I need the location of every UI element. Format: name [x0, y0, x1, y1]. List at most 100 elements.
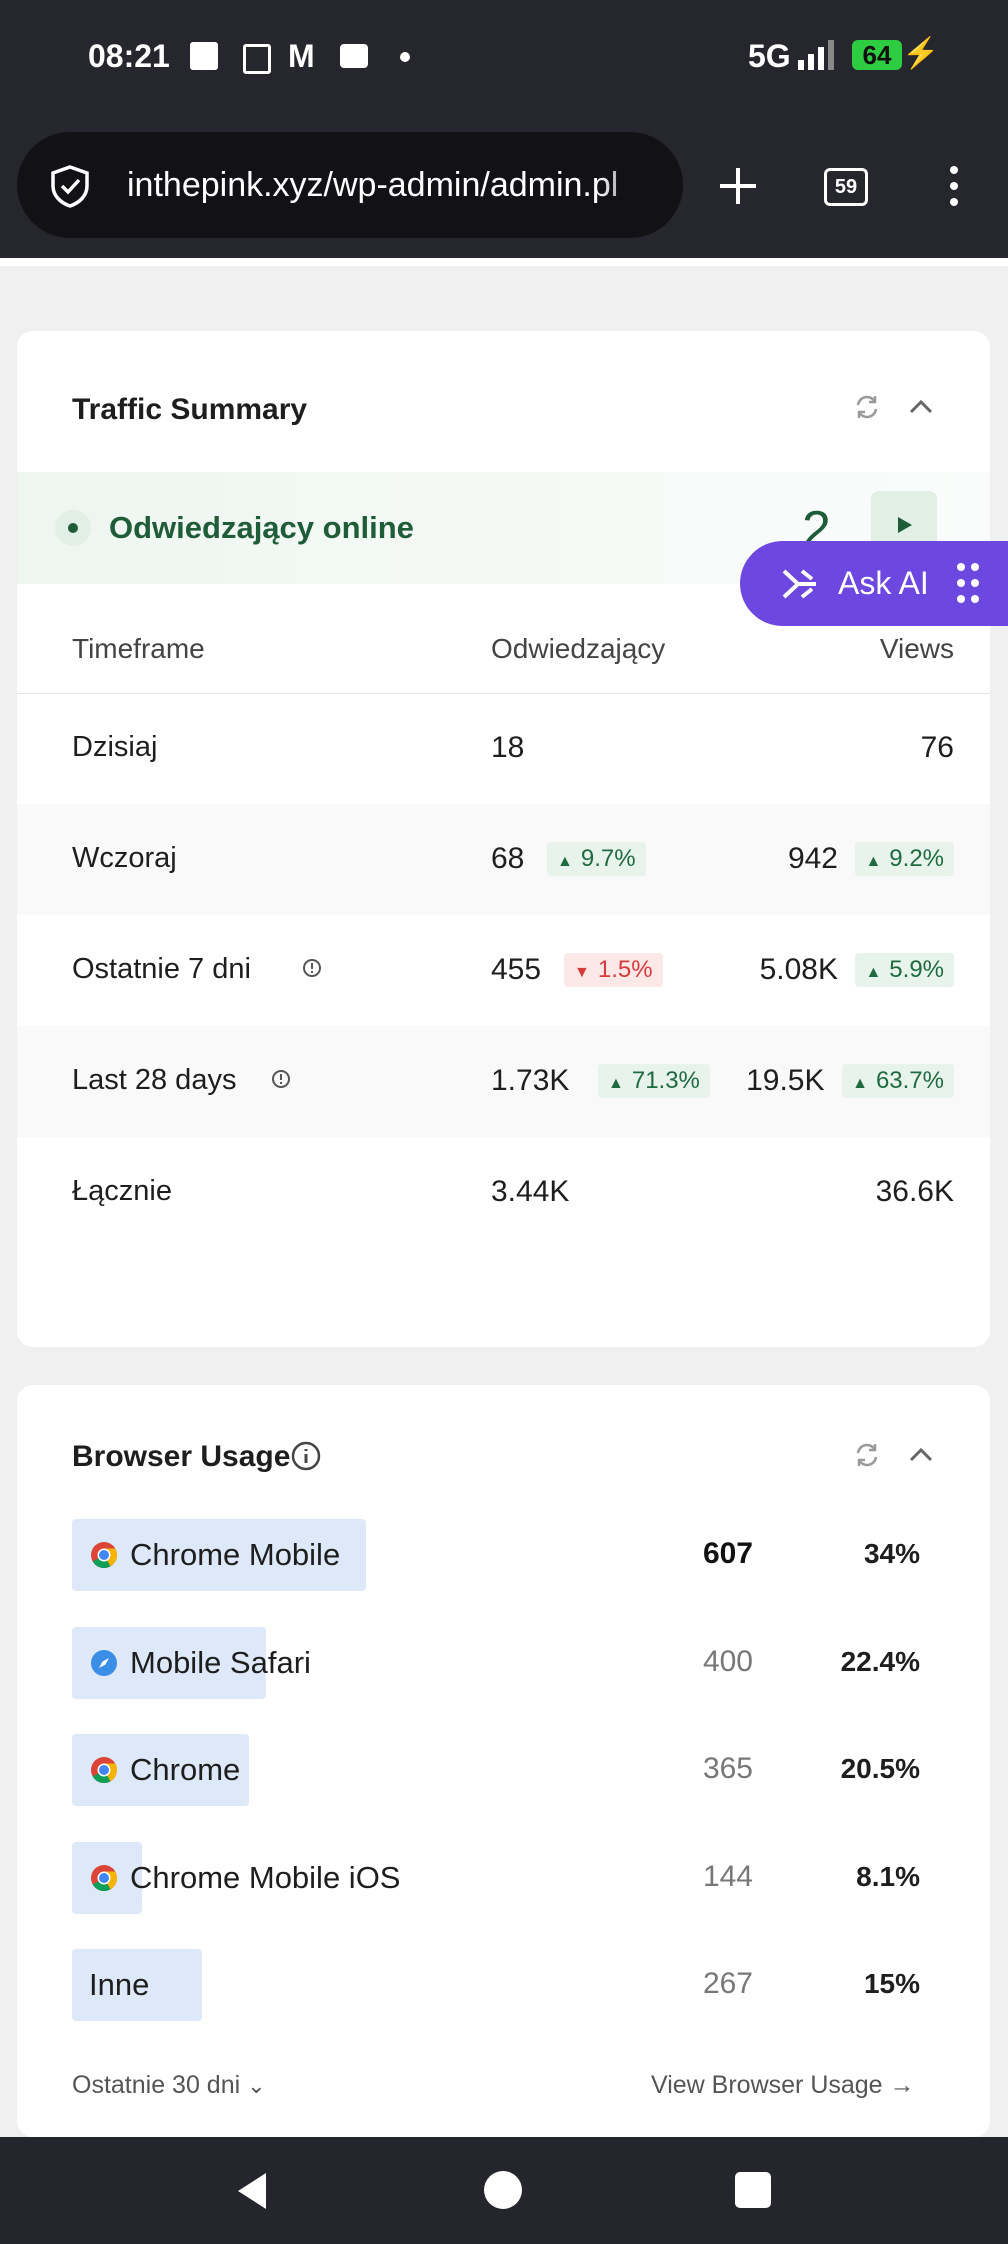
- page-top: [0, 258, 1008, 266]
- refresh-button[interactable]: [853, 393, 881, 421]
- ask-ai-label: Ask AI: [838, 565, 929, 601]
- share-bar: [72, 1519, 366, 1591]
- change-arrow: ▼: [574, 964, 590, 981]
- row-label: Last 28 days: [72, 1064, 290, 1097]
- chrome-icon: [91, 1757, 118, 1784]
- drag-handle[interactable]: [956, 561, 982, 605]
- visitors-value: 18: [491, 731, 525, 764]
- change-badge: ▼ 1.5%: [564, 953, 663, 987]
- refresh-button[interactable]: [853, 1441, 881, 1469]
- share-percent: 15%: [863, 1968, 920, 1999]
- change-value: 9.7%: [580, 845, 636, 872]
- change-arrow: ▲: [865, 853, 882, 870]
- visitors-value: 1.73K: [491, 1064, 570, 1097]
- menu-button[interactable]: [944, 164, 964, 208]
- play-icon: [898, 517, 912, 533]
- browser-chrome: 08:21 M 5G 64 ⚡ inthepink.xyz/wp-admin/a…: [0, 0, 1008, 258]
- url: inthepink.xyz/wp-admin/admin.pl: [127, 166, 619, 204]
- table-row: Wczoraj 68 ▲ 9.7% ▲ 9.2% 942: [17, 804, 990, 915]
- dot: [400, 52, 410, 62]
- period-label: Ostatnie 30 dni: [72, 2071, 241, 2099]
- online-dot: [68, 523, 78, 533]
- change-arrow: ▲: [865, 964, 882, 981]
- notification-icon: [243, 44, 271, 74]
- change-badge: ▲ 9.2%: [855, 842, 954, 876]
- change-badge: ▲ 63.7%: [842, 1064, 954, 1098]
- ask-ai-button[interactable]: Ask AI: [740, 541, 1008, 626]
- info-icon[interactable]: [301, 957, 323, 979]
- change-value: 9.2%: [889, 845, 944, 872]
- network: 5G: [748, 38, 791, 74]
- views-value: 36.6K: [875, 1175, 954, 1208]
- views-value: 76: [920, 731, 954, 764]
- change-badge: ▲ 5.9%: [855, 953, 954, 987]
- traffic-summary-card: Traffic Summary Odwiedzający online 2 Ti…: [17, 331, 990, 1347]
- visitors-value: 3.44K: [491, 1175, 570, 1208]
- visit-count: 365: [702, 1752, 753, 1785]
- column-header: Views: [879, 633, 954, 664]
- back-button[interactable]: [234, 2171, 270, 2211]
- notification-icon: M: [288, 38, 315, 74]
- change-badge: ▲ 71.3%: [598, 1064, 710, 1098]
- change-badge: ▲ 9.7%: [547, 842, 646, 876]
- change-value: 71.3%: [631, 1067, 700, 1094]
- signal-icon: [798, 40, 834, 70]
- column-header: Odwiedzający: [491, 633, 666, 664]
- visitors-value: 68: [491, 842, 525, 875]
- views-value: 19.5K: [746, 1064, 825, 1097]
- change-arrow: ▲: [852, 1075, 868, 1092]
- share-percent: 20.5%: [840, 1753, 920, 1784]
- visit-count: 144: [702, 1859, 753, 1893]
- collapse-button[interactable]: [907, 1443, 935, 1467]
- browser-name: Chrome Mobile iOS: [130, 1859, 401, 1895]
- card-title: Traffic Summary: [72, 393, 308, 426]
- row-label: Łącznie: [72, 1175, 172, 1207]
- change-arrow: ▲: [557, 853, 573, 870]
- column-header: Timeframe: [72, 633, 205, 664]
- online-label: Odwiedzający online: [109, 510, 414, 545]
- browser-name: Chrome Mobile: [130, 1537, 341, 1572]
- header-divider: [17, 693, 990, 694]
- battery: 64: [852, 40, 902, 70]
- view-link[interactable]: View Browser Usage →: [651, 2071, 915, 2099]
- browser-name: Inne: [89, 1967, 150, 2002]
- url-bar[interactable]: inthepink.xyz/wp-admin/admin.pl: [17, 132, 683, 238]
- link-label: View Browser Usage: [651, 2071, 883, 2099]
- recents-button[interactable]: [735, 2172, 771, 2208]
- share-percent: 22.4%: [840, 1645, 920, 1677]
- table-row: Dzisiaj 18 76: [17, 693, 990, 804]
- info-icon[interactable]: [270, 1068, 292, 1090]
- notification-icon: [340, 44, 368, 68]
- share-bar: [72, 1949, 202, 2021]
- share-percent: 34%: [863, 1538, 920, 1569]
- views-value: 5.08K: [759, 953, 838, 986]
- collapse-button[interactable]: [907, 395, 935, 419]
- notification-icon: [190, 42, 218, 70]
- online-row: Odwiedzający online 2: [17, 472, 990, 584]
- ai-icon: [782, 569, 816, 599]
- row-label: Wczoraj: [72, 842, 177, 874]
- row-label: Ostatnie 7 dni: [72, 953, 321, 986]
- new-tab-button[interactable]: [716, 164, 760, 208]
- table-row: Ostatnie 7 dni 455 ▼ 1.5% ▲ 5.9% 5.08K: [17, 915, 990, 1026]
- visit-count: 267: [702, 1967, 753, 2000]
- chevron: ⌄: [247, 2073, 266, 2098]
- card-title: Browser Usage: [72, 1440, 291, 1473]
- period-select[interactable]: Ostatnie 30 dni ⌄: [72, 2071, 266, 2100]
- change-arrow: ▲: [608, 1075, 624, 1092]
- safari-icon: [91, 1649, 117, 1676]
- table-row: Last 28 days 1.73K ▲ 71.3% ▲ 63.7% 19.5K: [17, 1026, 990, 1137]
- table-row: Łącznie 3.44K 36.6K: [17, 1137, 990, 1248]
- home-button[interactable]: [484, 2171, 522, 2209]
- tabs-button[interactable]: 59: [824, 168, 868, 206]
- info-icon[interactable]: [290, 1440, 322, 1472]
- charging-icon: ⚡: [902, 37, 940, 70]
- share-percent: 8.1%: [856, 1860, 920, 1892]
- browser-name: Chrome: [130, 1752, 241, 1787]
- change-value: 63.7%: [875, 1067, 944, 1094]
- change-value: 1.5%: [597, 956, 653, 983]
- chrome-icon: [91, 1542, 118, 1569]
- shield-icon: [51, 165, 89, 208]
- change-value: 5.9%: [889, 956, 944, 983]
